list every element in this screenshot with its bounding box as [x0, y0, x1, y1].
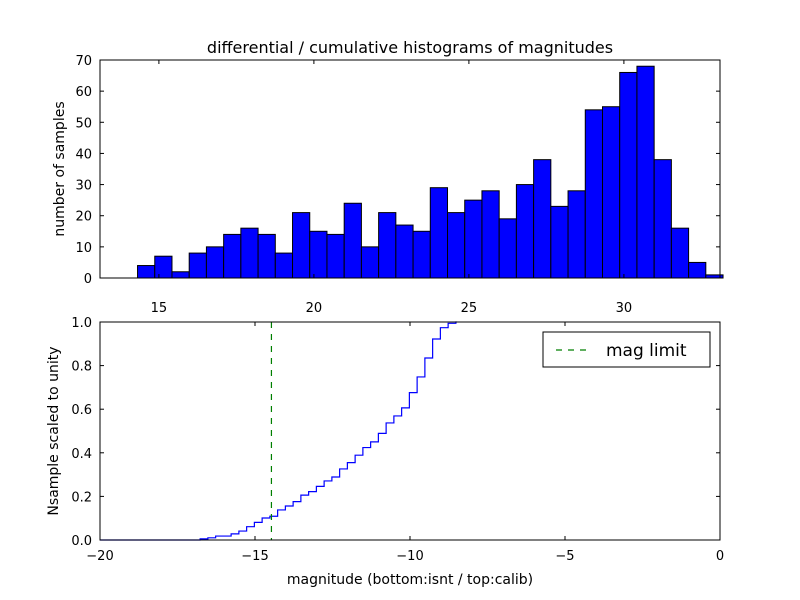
- x-tick-label: −10: [396, 549, 423, 564]
- chart-title: differential / cumulative histograms of …: [207, 38, 613, 57]
- x-tick-label: −5: [555, 549, 574, 564]
- histogram-bar: [274, 252, 294, 279]
- x-tick-label: 15: [151, 301, 168, 316]
- histogram-bar: [515, 184, 535, 279]
- histogram-bar: [429, 187, 449, 279]
- y-tick-label: 50: [75, 116, 92, 131]
- histogram-bar: [257, 233, 276, 279]
- histogram-bar: [292, 212, 311, 279]
- legend: mag limit: [542, 331, 711, 368]
- histogram-bar: [378, 212, 397, 279]
- bottom-x-axis-label: magnitude (bottom:isnt / top:calib): [287, 572, 533, 588]
- y-tick-label: 0.4: [71, 447, 92, 462]
- histogram-bar: [326, 233, 345, 279]
- cumulative-step-line: [100, 321, 457, 541]
- histogram-bar: [584, 109, 603, 279]
- y-tick-label: 1.0: [71, 316, 92, 331]
- histogram-bar: [412, 230, 431, 279]
- histogram-bar: [653, 159, 672, 279]
- histogram-bar: [188, 252, 207, 279]
- legend-label: mag limit: [606, 341, 687, 361]
- y-tick-label: 20: [75, 210, 92, 225]
- histogram-bar: [447, 212, 466, 279]
- y-tick-label: 40: [75, 147, 92, 162]
- x-tick-label: 20: [306, 301, 323, 316]
- histogram-bar: [550, 205, 569, 279]
- histogram-bar: [240, 227, 259, 279]
- histogram-bar: [481, 190, 500, 279]
- histogram-bar: [343, 202, 362, 279]
- histogram-bar: [533, 159, 552, 279]
- y-tick-label: 0.2: [71, 490, 92, 505]
- histogram-bar: [395, 224, 414, 279]
- y-tick-label: 10: [75, 241, 92, 256]
- y-tick-label: 30: [75, 179, 92, 194]
- bottom-cumulative-axes: 0.0 0.2 0.4 0.6 0.8 1.0 −20 −15 −10 −5 0: [71, 316, 724, 564]
- x-tick-label: 30: [616, 301, 633, 316]
- histogram-bar: [205, 246, 225, 279]
- x-tick-label: 25: [461, 301, 478, 316]
- y-tick-label: 60: [75, 85, 92, 100]
- histogram-bar: [137, 265, 156, 279]
- histogram-bar: [464, 199, 483, 279]
- x-tick-label: 0: [716, 549, 724, 564]
- y-tick-label: 0.8: [71, 360, 92, 375]
- y-tick-label: 0.0: [71, 534, 92, 549]
- x-tick-label: −20: [86, 549, 113, 564]
- histogram-bar: [154, 255, 173, 279]
- histogram-bar: [619, 71, 638, 279]
- x-tick-label: −15: [241, 549, 268, 564]
- histogram-bar: [601, 106, 621, 279]
- histogram-bar: [688, 261, 707, 279]
- histogram-bar: [636, 65, 655, 279]
- top-y-axis-label: number of samples: [52, 101, 68, 236]
- top-histogram-axes: 0 10 20 30 40 50 60 70 15 20 25 30: [75, 54, 724, 316]
- plot-frame: [99, 59, 721, 279]
- bottom-y-axis-label: Nsample scaled to unity: [46, 346, 62, 515]
- histogram-bar: [309, 230, 328, 279]
- y-tick-label: 0: [84, 272, 92, 287]
- y-tick-label: 0.6: [71, 403, 92, 418]
- y-tick-label: 70: [75, 54, 92, 69]
- histogram-bar: [498, 218, 517, 279]
- histogram-bar: [567, 190, 586, 279]
- histogram-bar: [360, 246, 380, 279]
- histogram-bar: [223, 233, 242, 279]
- histogram-bar: [670, 227, 690, 279]
- histogram-bar: [171, 271, 190, 279]
